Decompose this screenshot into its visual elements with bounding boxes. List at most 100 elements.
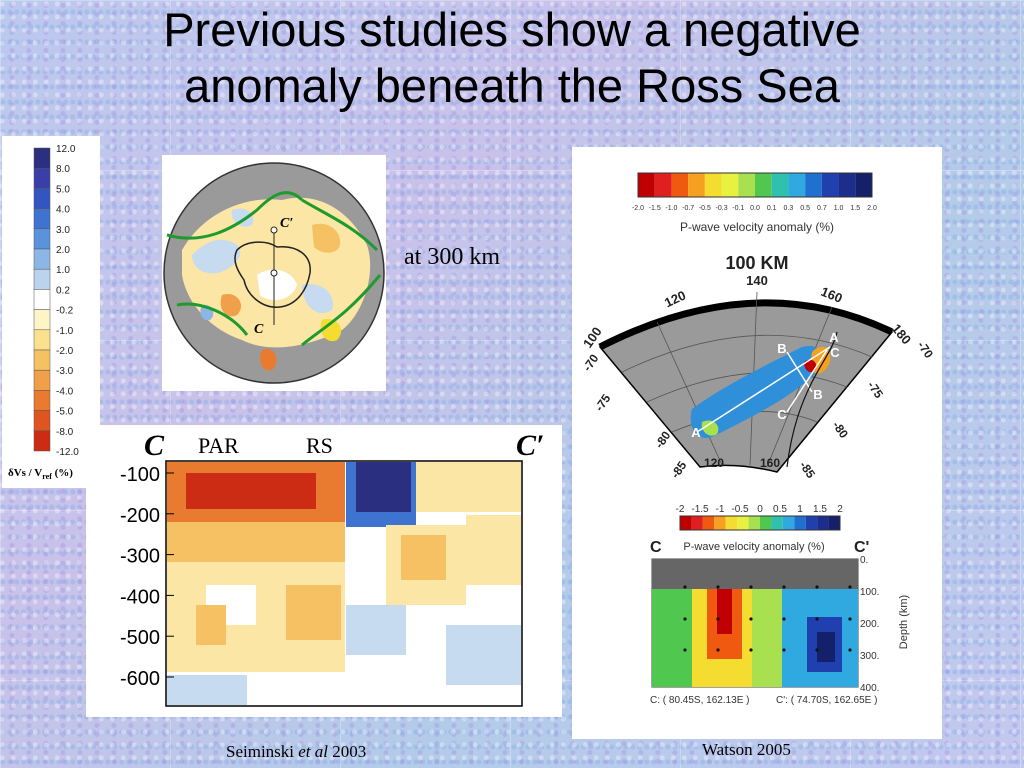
watson-colorbar-swatch xyxy=(755,173,772,197)
map-label-c: C xyxy=(254,322,264,337)
watson-depth-tick-label: 100. xyxy=(860,587,879,598)
watson-colorbar-label: P-wave velocity anomaly (%) xyxy=(680,220,834,234)
sector-bottom-lon-label: 160 xyxy=(760,456,780,470)
watson-depth-tick-label: 0. xyxy=(860,555,868,566)
colorbar-swatch xyxy=(33,349,51,371)
profile-point-label: C xyxy=(830,345,840,360)
watson-colorbar-tick-label: -0.5 xyxy=(699,205,711,212)
section-station-dot xyxy=(716,648,720,652)
section-colorbar-swatch xyxy=(782,516,795,530)
profile-line-bb xyxy=(786,351,813,393)
watson-colorbar-tick-labels: -2.0 -1.5 -1.0 -0.7 -0.5 -0.3 -0.1 0.0 0.1 0.3 0.5… xyxy=(632,205,877,212)
colorbar-tick-label: 2.0 xyxy=(56,245,70,256)
colorbar-tick-label: -2.0 xyxy=(56,346,74,357)
sector-lon-label: 140 xyxy=(746,273,768,288)
profile-point-label: B xyxy=(813,387,822,402)
coastline xyxy=(786,331,838,468)
colorbar-tick-label: -3.0 xyxy=(56,366,74,377)
colorbar-swatch xyxy=(33,268,51,290)
colorbar-tick-label: 8.0 xyxy=(56,164,70,175)
watson-colorbar-tick-label: 0.5 xyxy=(800,205,810,212)
section-station-dot xyxy=(782,617,786,621)
colorbar-swatch xyxy=(33,248,51,270)
watson-depth-tick-label: 200. xyxy=(860,619,879,630)
left-colorbar-panel: 12.0 8.0 5.0 4.0 3.0 2.0 1.0 0.2 -0.2 -1.0 -2.0 -3.… xyxy=(2,136,100,488)
section-station-dot xyxy=(749,617,753,621)
watson-colorbar-swatches xyxy=(637,172,873,198)
section-colorbar-tick-labels: -2 -1.5 -1 -0.5 0 0.5 1 1.5 2 xyxy=(676,504,844,515)
watson-colorbar-tick-label: -0.7 xyxy=(682,205,694,212)
section-station-dot xyxy=(848,648,852,652)
watson-colorbar-swatch xyxy=(771,173,789,197)
section-station-dot xyxy=(815,617,819,621)
colorbar-swatch xyxy=(33,188,51,209)
watson-colorbar-swatch xyxy=(821,173,839,197)
section-colorbar-swatch xyxy=(748,516,760,530)
watson-colorbar-tick-label: 0.7 xyxy=(817,205,827,212)
section-station-dot xyxy=(683,617,687,621)
colorbar-swatch xyxy=(33,410,51,432)
colorbar-tick-label: 1.0 xyxy=(56,265,70,276)
colorbar-swatch xyxy=(33,147,51,169)
section-colorbar-tick-label: 0.5 xyxy=(773,504,787,515)
colorbar-tick-labels: 12.0 8.0 5.0 4.0 3.0 2.0 1.0 0.2 -0.2 -1.0 -2.0 -3.… xyxy=(56,144,79,458)
caption-left-author: Seiminski xyxy=(226,742,299,761)
polar-map-panel: C′ C xyxy=(162,155,386,391)
section-colorbar-tick-label: -2 xyxy=(676,504,685,515)
caption-right: Watson 2005 xyxy=(702,740,791,759)
watson-colorbar-swatch xyxy=(654,173,672,197)
colorbar-tick-label: -8.0 xyxy=(56,427,74,438)
colorbar-swatch xyxy=(33,228,51,250)
watson-colorbar-frame xyxy=(637,172,873,198)
sector-bottom-lon-label: 120 xyxy=(704,456,724,470)
section-colorbar-swatch xyxy=(737,516,749,530)
section-colorbar-swatch xyxy=(702,516,715,530)
sector-lon-label: 120 xyxy=(662,288,688,311)
section-station-dot xyxy=(683,648,687,652)
watson-section-stations xyxy=(683,585,852,652)
watson-endpoint-c-prime: C': ( 74.70S, 162.65E ) xyxy=(776,695,877,706)
colorbar-swatch xyxy=(33,430,51,452)
section-station-dot xyxy=(716,585,720,589)
watson-colorbar-swatch xyxy=(838,173,856,197)
section-colorbar-swatch xyxy=(828,516,840,530)
colorbar-tick-label: -5.0 xyxy=(56,407,74,418)
section-colorbar-tick-label: 2 xyxy=(837,504,843,515)
sector-lat-label-left: -70 xyxy=(580,351,602,374)
watson-colorbar-swatch xyxy=(805,173,822,197)
section-depth-tick-label: -100 xyxy=(120,464,160,486)
colorbar-tick-label: -0.2 xyxy=(56,306,74,317)
watson-panel: -2.0 -1.5 -1.0 -0.7 -0.5 -0.3 -0.1 0.0 0.1 0.3 0.5… xyxy=(572,147,942,739)
sector-lon-label: 180 xyxy=(889,321,914,347)
left-colorbar: 12.0 8.0 5.0 4.0 3.0 2.0 1.0 0.2 -0.2 -1.0 -2.0 -3.… xyxy=(8,144,79,481)
section-station-dot xyxy=(782,648,786,652)
section-colorbar-tick-label: -1 xyxy=(716,504,725,515)
section-colorbar-tick-label: 1 xyxy=(797,504,803,515)
watson-depth-tick-label: 400. xyxy=(860,683,879,694)
watson-colorbar-tick-label: -2.0 xyxy=(632,205,644,212)
watson-colorbar-swatch xyxy=(704,173,722,197)
watson-colorbar-swatch xyxy=(855,173,872,197)
colorbar-tick-label: 3.0 xyxy=(56,225,70,236)
section-colorbar-tick-label: -1.5 xyxy=(691,504,709,515)
watson-figure: -2.0 -1.5 -1.0 -0.7 -0.5 -0.3 -0.1 0.0 0.1 0.3 0.5… xyxy=(580,172,937,706)
section-station-dot xyxy=(782,585,786,589)
section-station-dot xyxy=(683,585,687,589)
section-station-dot xyxy=(815,648,819,652)
velocity-patch-green xyxy=(701,420,719,436)
sector-lat-label-right: -70 xyxy=(915,339,937,362)
colorbar-tick-label: -4.0 xyxy=(56,386,74,397)
colorbar-swatch xyxy=(33,289,51,310)
section-colorbar-label: P-wave velocity anomaly (%) xyxy=(683,541,824,553)
colorbar-swatch xyxy=(33,390,51,411)
section-station-dot xyxy=(716,617,720,621)
depth-note: at 300 km xyxy=(404,244,500,270)
watson-depth-axis-label: Depth (km) xyxy=(898,595,910,649)
polar-map: C′ C xyxy=(163,162,385,384)
section-station-dot xyxy=(749,648,753,652)
colorbar-tick-label: 12.0 xyxy=(56,144,76,155)
watson-colorbar-tick-label: -1.0 xyxy=(665,205,677,212)
section-depth-tick-label: -500 xyxy=(120,627,160,649)
profile-line-cc xyxy=(786,349,828,413)
